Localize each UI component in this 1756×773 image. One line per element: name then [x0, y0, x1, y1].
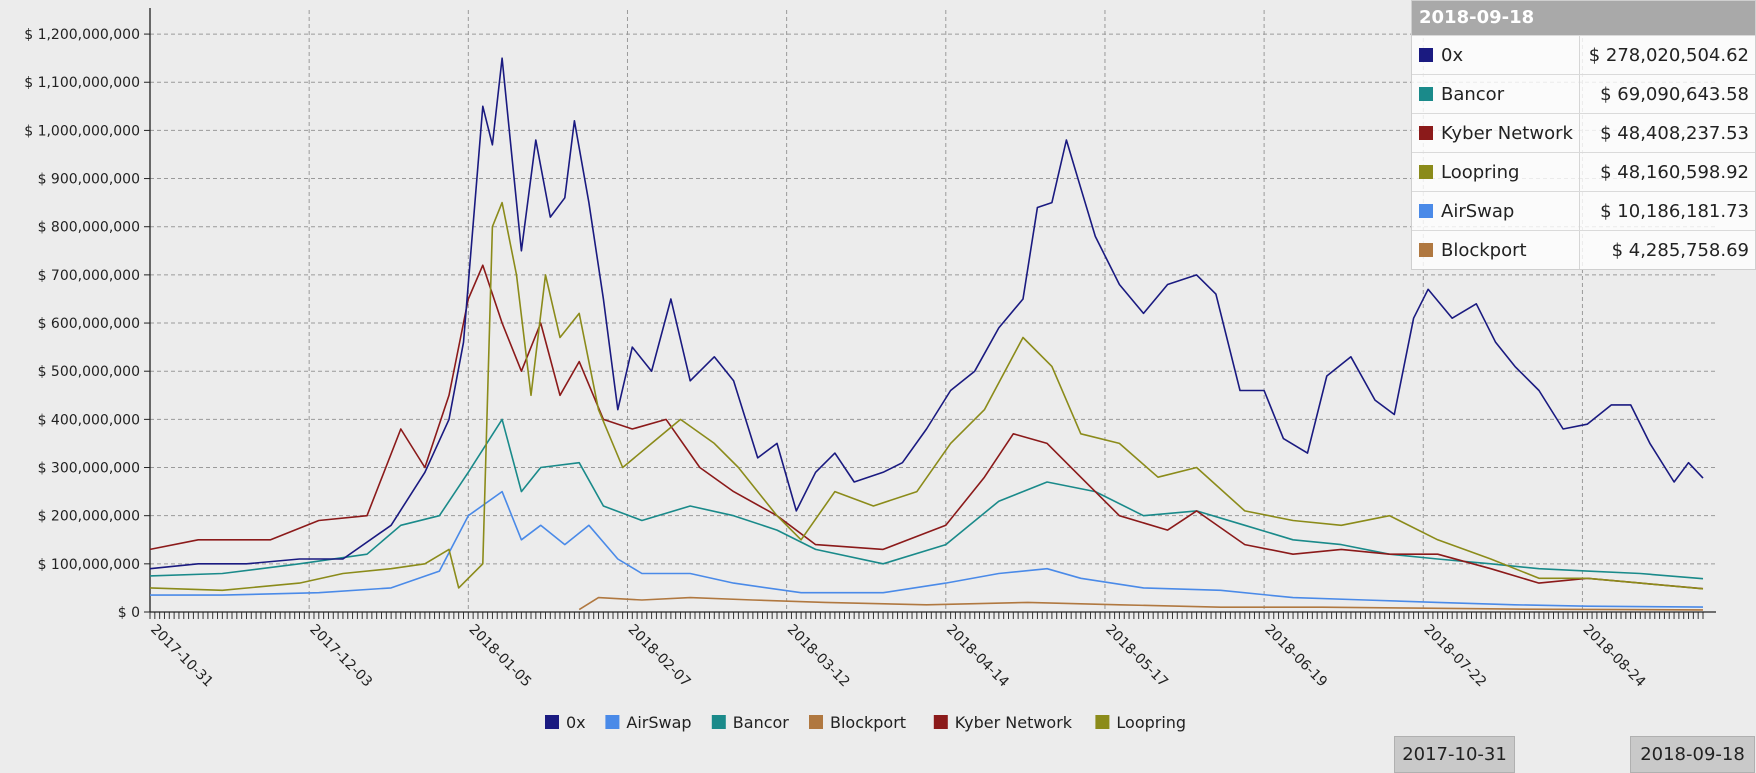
tooltip-swatch	[1419, 87, 1433, 101]
y-tick-label: $ 100,000,000	[38, 557, 140, 573]
tooltip-series-value: $ 278,020,504.62	[1588, 44, 1749, 66]
y-tick-label: $ 1,000,000,000	[24, 123, 140, 139]
tooltip-series-label: Loopring	[1441, 161, 1520, 183]
y-tick-label: $ 900,000,000	[38, 172, 140, 188]
tooltip-swatch	[1419, 204, 1433, 218]
x-tick-label: 2018-07-22	[1420, 622, 1489, 691]
y-tick-label: $ 500,000,000	[38, 364, 140, 380]
x-tick-label: 2017-12-03	[306, 622, 375, 691]
legend-swatch	[1095, 715, 1110, 729]
legend-label: Kyber Network	[955, 713, 1073, 732]
tooltip-row-airswap: AirSwap $ 10,186,181.73	[1412, 191, 1755, 230]
legend-swatch	[605, 715, 620, 729]
x-tick-label: 2018-04-14	[943, 622, 1012, 691]
legend-label: Bancor	[733, 713, 790, 732]
tooltip-row-kyber-network: Kyber Network $ 48,408,237.53	[1412, 113, 1755, 152]
legend-item-blockport[interactable]: Blockport	[809, 713, 906, 732]
y-tick-label: $ 800,000,000	[38, 220, 140, 236]
tooltip-series-label: AirSwap	[1441, 200, 1515, 222]
tooltip-row-blockport: Blockport $ 4,285,758.69	[1412, 230, 1755, 269]
tooltip-swatch	[1419, 126, 1433, 140]
tooltip-series-name: Loopring	[1412, 153, 1580, 191]
legend-item-loopring[interactable]: Loopring	[1095, 713, 1186, 732]
range-start-button[interactable]: 2017-10-31	[1394, 736, 1515, 773]
legend-item-kyber-network[interactable]: Kyber Network	[933, 713, 1073, 732]
tooltip-series-name: Bancor	[1412, 75, 1580, 113]
legend-swatch	[711, 715, 726, 729]
tooltip-series-value: $ 69,090,643.58	[1600, 83, 1749, 105]
tooltip-series-name: Blockport	[1412, 231, 1580, 269]
y-tick-label: $ 0	[118, 605, 140, 621]
legend-item-bancor[interactable]: Bancor	[711, 713, 790, 732]
legend-swatch	[545, 715, 559, 729]
tooltip-series-label: Kyber Network	[1441, 122, 1573, 144]
legend-label: 0x	[566, 713, 586, 732]
tooltip-rows: 0x $ 278,020,504.62 Bancor $ 69,090,643.58 K…	[1412, 35, 1755, 269]
tooltip-row-bancor: Bancor $ 69,090,643.58	[1412, 74, 1755, 113]
series-line-airswap	[150, 490, 1704, 608]
chart-legend: 0x AirSwap Bancor Blockport Kyber Network Loo…	[545, 713, 1186, 732]
tooltip-row-loopring: Loopring $ 48,160,598.92	[1412, 152, 1755, 191]
x-tick-label: 2018-06-19	[1261, 622, 1330, 691]
chart-series	[149, 57, 1704, 611]
tooltip-series-label: Bancor	[1441, 83, 1505, 105]
y-tick-label: $ 1,100,000,000	[24, 75, 140, 91]
series-line-blockport	[578, 596, 1704, 611]
tooltip-series-label: Blockport	[1441, 239, 1527, 261]
legend-label: Loopring	[1116, 713, 1186, 732]
tooltip-series-value: $ 4,285,758.69	[1611, 239, 1749, 261]
x-tick-label: 2018-03-12	[784, 622, 853, 691]
x-tick-label: 2018-05-17	[1102, 622, 1171, 691]
tooltip-series-value: $ 10,186,181.73	[1600, 200, 1749, 222]
y-tick-label: $ 600,000,000	[38, 316, 140, 332]
y-tick-label: $ 200,000,000	[38, 509, 140, 525]
series-line-bancor	[149, 418, 1704, 580]
tooltip-series-label: 0x	[1441, 44, 1464, 66]
tooltip-series-name: 0x	[1412, 36, 1580, 74]
x-tick-label: 2018-08-24	[1580, 622, 1649, 691]
legend-swatch	[933, 715, 948, 729]
tooltip-series-value: $ 48,408,237.53	[1600, 122, 1749, 144]
tooltip-swatch	[1419, 165, 1433, 179]
series-line-0x	[149, 57, 1704, 570]
legend-swatch	[809, 715, 823, 729]
legend-item-0x[interactable]: 0x	[545, 713, 586, 732]
series-line-loopring	[149, 201, 1704, 592]
tooltip-series-name: AirSwap	[1412, 192, 1580, 230]
x-tick-label: 2018-01-05	[465, 622, 534, 691]
tooltip-series-name: Kyber Network	[1412, 114, 1580, 152]
range-end-button[interactable]: 2018-09-18	[1630, 736, 1755, 773]
tooltip-series-value: $ 48,160,598.92	[1600, 161, 1749, 183]
tooltip-swatch	[1419, 243, 1433, 257]
legend-label: AirSwap	[626, 713, 691, 732]
x-tick-label: 2018-02-07	[625, 622, 694, 691]
legend-item-airswap[interactable]: AirSwap	[605, 713, 692, 732]
legend-label: Blockport	[830, 713, 906, 732]
tooltip-swatch	[1419, 48, 1433, 62]
x-tick-label: 2017-10-31	[147, 622, 216, 691]
y-tick-label: $ 1,200,000,000	[24, 27, 140, 43]
tooltip-date: 2018-09-18	[1412, 1, 1755, 35]
hover-tooltip: 2018-09-18 0x $ 278,020,504.62 Bancor $ 69,…	[1411, 0, 1756, 270]
y-tick-label: $ 300,000,000	[38, 461, 140, 477]
tooltip-row-0x: 0x $ 278,020,504.62	[1412, 35, 1755, 74]
y-tick-label: $ 700,000,000	[38, 268, 140, 284]
y-tick-label: $ 400,000,000	[38, 412, 140, 428]
